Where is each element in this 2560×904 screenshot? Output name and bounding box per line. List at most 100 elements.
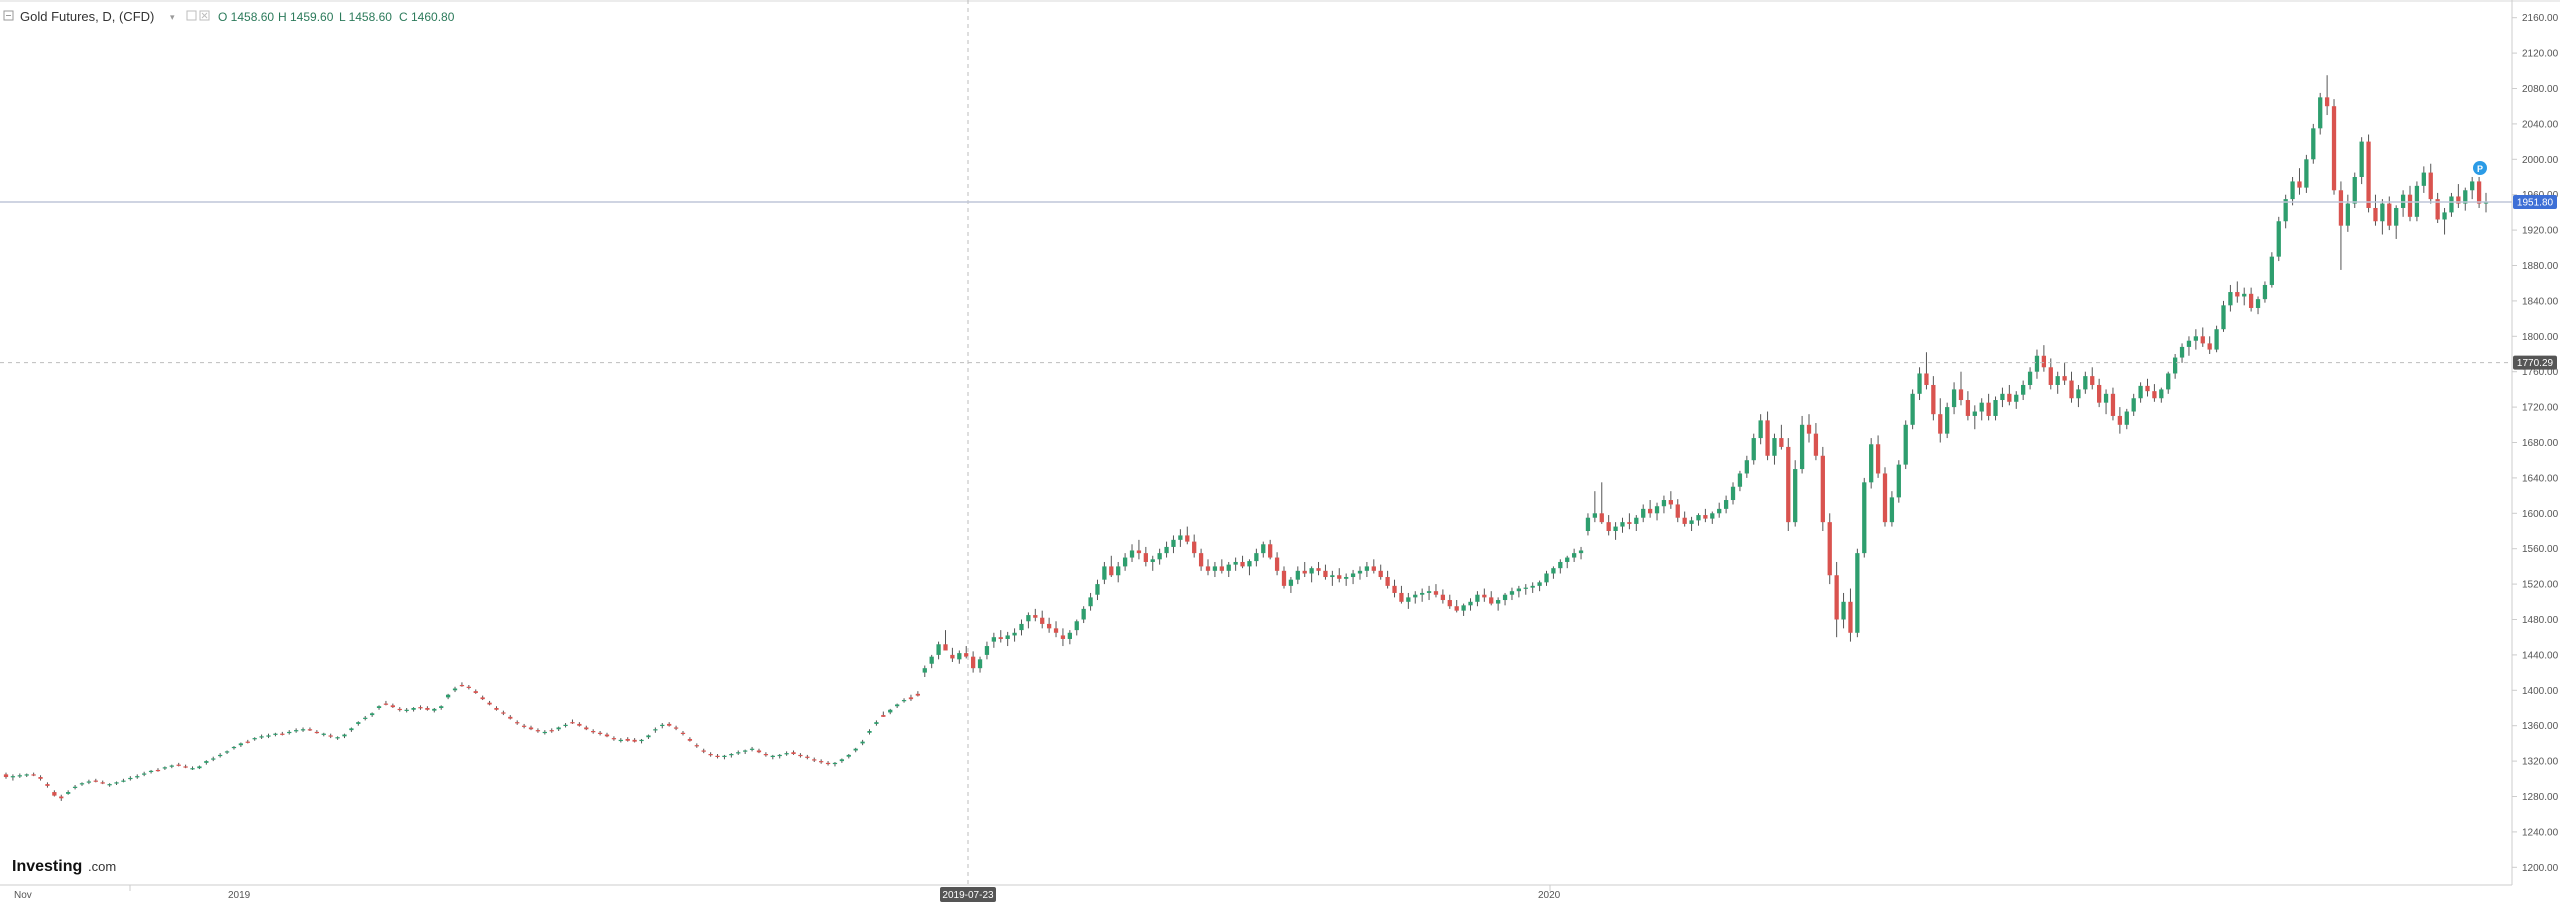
candle-down (2200, 336, 2205, 344)
candle-down (1371, 566, 1376, 571)
candle-down (1033, 615, 1038, 618)
candle-up (445, 694, 451, 698)
candle-down (2235, 292, 2240, 297)
settings-icon[interactable] (186, 10, 197, 21)
candle-down (2069, 380, 2074, 399)
candle-up (1026, 615, 1031, 622)
legend-dropdown-icon[interactable]: ▾ (170, 12, 175, 22)
candle-up (2304, 159, 2309, 188)
candle-up (991, 637, 996, 642)
candle-up (749, 748, 755, 750)
candle-up (1889, 497, 1895, 523)
candle-down (2435, 199, 2440, 220)
candle-down (1779, 438, 1784, 447)
candle-up (2380, 203, 2385, 222)
candle-down (1813, 433, 1819, 456)
candle-up (1516, 588, 1522, 592)
candle-up (563, 724, 568, 727)
candle-up (1723, 500, 1729, 509)
candle-down (1433, 591, 1439, 595)
candle-up (2394, 207, 2399, 226)
candle-down (1599, 513, 1604, 523)
candle-down (397, 708, 402, 711)
candle-down (791, 752, 796, 755)
candle-up (1558, 561, 1563, 569)
candle-down (1198, 553, 1204, 567)
candle-down (1931, 384, 1936, 415)
candle-up (356, 722, 361, 724)
candle-up (743, 750, 748, 752)
candle-up (169, 765, 174, 767)
candle-up (846, 754, 851, 757)
candle-up (1461, 605, 1466, 611)
time-axis[interactable]: Nov 2019 2020 (14, 885, 1561, 901)
candle-up (1295, 570, 1300, 580)
candle-down (1040, 617, 1045, 624)
candle-down (970, 656, 976, 669)
candle-up (1737, 473, 1743, 487)
candle-up (2186, 340, 2192, 347)
candle-up (542, 731, 547, 734)
event-marker-icon[interactable] (2473, 161, 2487, 175)
price-axis[interactable]: 1200.00 1240.00 1280.00 1320.00 1360.00 1400.… (2512, 13, 2559, 874)
candle-up (1122, 557, 1128, 567)
close-icon[interactable] (199, 10, 210, 21)
last-price-badge-bg (2513, 194, 2557, 209)
y-tick-label: 2080.00 (2522, 84, 2559, 95)
candle-up (2242, 293, 2247, 297)
candle-up (1413, 594, 1418, 598)
candle-down (176, 764, 181, 766)
last-price-label: 1951.80 (2517, 197, 2554, 208)
candle-down (1606, 522, 1611, 531)
candle-down (708, 754, 713, 756)
candle-up (432, 708, 437, 711)
candle-up (860, 741, 865, 744)
candle-down (2476, 181, 2482, 204)
y-tick-label: 1840.00 (2522, 296, 2559, 307)
candle-up (238, 743, 244, 746)
candle-up (2214, 329, 2219, 350)
candles-layer (3, 75, 2489, 801)
candle-down (1136, 550, 1142, 554)
candle-up (957, 653, 962, 660)
candle-up (1910, 393, 1915, 425)
y-tick-label: 1920.00 (2522, 226, 2559, 237)
candle-up (1247, 561, 1252, 567)
candle-up (287, 731, 292, 734)
candle-up (1592, 513, 1597, 518)
candle-up (2463, 190, 2468, 204)
y-tick-label: 1520.00 (2522, 580, 2559, 591)
candle-down (515, 722, 520, 724)
candle-up (770, 755, 775, 757)
collapse-icon[interactable] (3, 10, 14, 21)
candle-up (929, 656, 934, 664)
candle-up (24, 774, 29, 776)
candle-up (1150, 559, 1155, 562)
candle-up (335, 737, 340, 739)
candle-up (1620, 522, 1625, 527)
event-marker[interactable]: P (2473, 161, 2487, 175)
candle-up (922, 668, 927, 673)
y-tick-label: 2000.00 (2522, 155, 2559, 166)
candle-down (1205, 566, 1211, 571)
candle-up (2470, 181, 2475, 191)
candle-down (1489, 597, 1494, 604)
candle-down (100, 782, 105, 784)
candle-up (1496, 600, 1501, 604)
candle-down (245, 741, 250, 743)
candle-up (888, 709, 893, 713)
candle-up (729, 754, 734, 756)
candle-up (1530, 585, 1535, 588)
candle-up (1261, 544, 1266, 554)
candle-up (1088, 597, 1093, 607)
candle-down (1882, 473, 1888, 523)
candle-down (2456, 196, 2461, 204)
candle-up (369, 713, 375, 716)
symbol-title[interactable]: Gold Futures, D, (CFD) (20, 9, 154, 24)
candle-up (66, 792, 71, 794)
candle-down (1958, 389, 1964, 401)
candle-down (1447, 600, 1452, 607)
candle-down (1302, 570, 1307, 574)
candle-down (1965, 400, 1971, 416)
